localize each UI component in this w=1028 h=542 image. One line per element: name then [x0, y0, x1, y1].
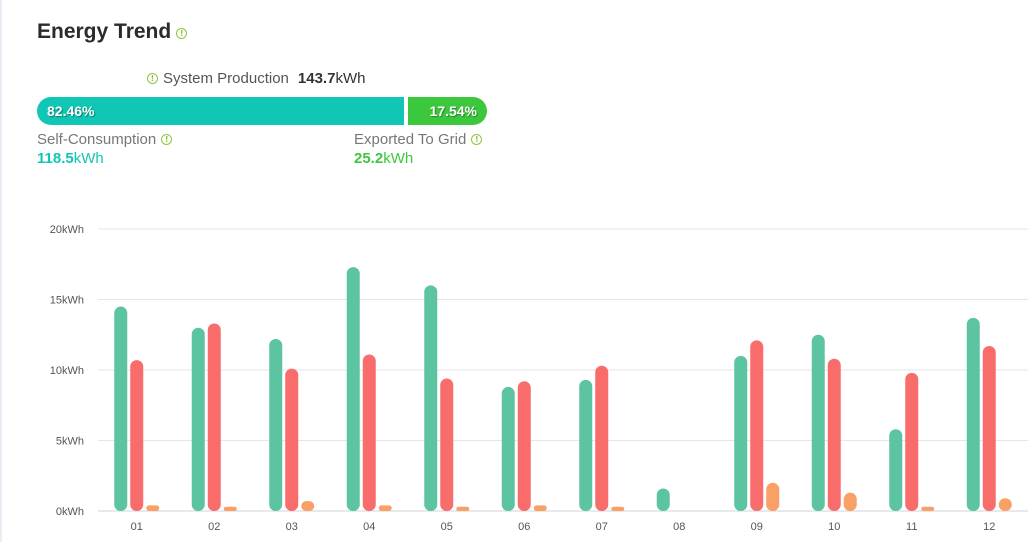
x-tick-label: 01	[131, 521, 143, 533]
self-consumption-label: Self-Consumption !	[37, 131, 173, 148]
bar-series-3[interactable]	[223, 506, 237, 511]
left-divider	[0, 0, 2, 542]
bar-series-2[interactable]	[750, 340, 764, 511]
self-consumption-value: 118.5kWh	[37, 150, 104, 167]
bar-series-1[interactable]	[269, 338, 283, 511]
y-tick-label: 0kWh	[56, 506, 84, 518]
page-title: Energy Trend !	[37, 20, 188, 44]
bar-series-1[interactable]	[346, 267, 360, 511]
production-unit: kWh	[335, 70, 366, 87]
bar-series-1[interactable]	[191, 327, 205, 511]
bar-series-1[interactable]	[656, 488, 670, 511]
x-tick-label: 06	[518, 521, 530, 533]
bar-series-3[interactable]	[921, 506, 935, 511]
y-tick-label: 10kWh	[50, 365, 84, 377]
bar-series-1[interactable]	[579, 379, 593, 511]
info-icon[interactable]: !	[147, 73, 158, 84]
bar-series-3[interactable]	[301, 501, 315, 511]
bar-series-3[interactable]	[378, 505, 392, 511]
exported-to-grid-label: Exported To Grid !	[354, 131, 483, 148]
exported-to-grid-percent: 17.54%	[429, 103, 477, 119]
x-tick-label: 02	[208, 521, 220, 533]
x-tick-label: 07	[596, 521, 608, 533]
bar-series-1[interactable]	[501, 386, 515, 511]
bar-series-3[interactable]	[766, 482, 780, 511]
y-tick-label: 5kWh	[56, 436, 84, 448]
info-icon[interactable]: !	[176, 28, 188, 39]
bar-series-3[interactable]	[611, 506, 625, 511]
bar-series-1[interactable]	[424, 285, 438, 511]
x-tick-label: 08	[673, 521, 685, 533]
production-label: System Production	[163, 70, 289, 87]
self-consumption-label-text: Self-Consumption	[37, 131, 157, 148]
bar-series-2[interactable]	[130, 360, 144, 511]
x-tick-label: 03	[286, 521, 298, 533]
bar-series-3[interactable]	[456, 506, 470, 511]
bar-series-2[interactable]	[285, 368, 299, 511]
bar-series-1[interactable]	[966, 317, 980, 511]
bar-series-1[interactable]	[811, 334, 825, 511]
bar-series-2[interactable]	[207, 323, 221, 511]
bar-series-3[interactable]	[533, 505, 547, 511]
self-consumption-percent: 82.46%	[47, 103, 95, 119]
bar-series-3[interactable]	[843, 492, 857, 511]
x-tick-label: 04	[363, 521, 375, 533]
x-tick-label: 09	[751, 521, 763, 533]
bar-series-1[interactable]	[734, 355, 748, 511]
x-tick-label: 05	[441, 521, 453, 533]
exported-to-grid-unit: kWh	[383, 150, 414, 167]
self-consumption-number: 118.5	[37, 150, 74, 167]
bar-series-2[interactable]	[905, 372, 919, 511]
exported-to-grid-value: 25.2kWh	[354, 150, 413, 167]
system-production: ! System Production 143.7 kWh	[147, 70, 365, 87]
y-tick-label: 15kWh	[50, 295, 84, 307]
bar-series-3[interactable]	[998, 498, 1012, 511]
self-consumption-bar: 82.46%	[37, 97, 404, 125]
bar-series-1[interactable]	[114, 306, 128, 511]
x-tick-label: 12	[983, 521, 995, 533]
info-icon[interactable]: !	[161, 134, 173, 145]
bar-series-1[interactable]	[889, 429, 903, 511]
production-value: 143.7	[297, 70, 336, 87]
bar-series-2[interactable]	[827, 358, 841, 511]
info-icon[interactable]: !	[471, 134, 483, 145]
exported-to-grid-bar: 17.54%	[408, 97, 487, 125]
bar-series-2[interactable]	[362, 354, 376, 511]
bar-series-2[interactable]	[517, 381, 531, 511]
exported-to-grid-label-text: Exported To Grid	[354, 131, 467, 148]
bar-series-2[interactable]	[982, 346, 996, 511]
title-text: Energy Trend	[37, 20, 172, 43]
bar-series-3[interactable]	[146, 505, 160, 511]
self-consumption-unit: kWh	[73, 150, 104, 167]
x-tick-label: 11	[906, 521, 917, 533]
y-tick-label: 20kWh	[50, 224, 84, 236]
exported-to-grid-number: 25.2	[354, 150, 384, 167]
bar-series-2[interactable]	[595, 365, 609, 511]
bar-series-2[interactable]	[440, 378, 454, 511]
x-tick-label: 10	[828, 521, 840, 533]
